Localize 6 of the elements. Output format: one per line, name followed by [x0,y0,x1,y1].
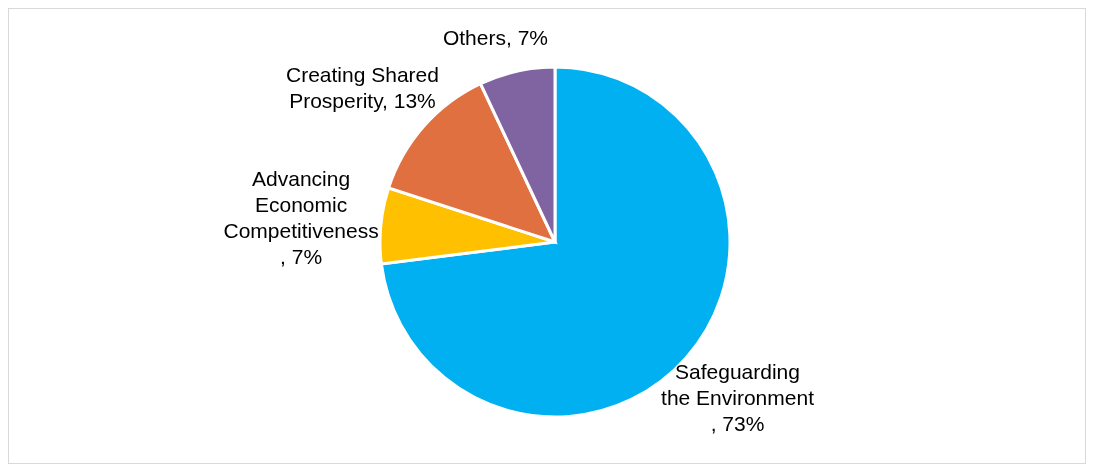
slice-label: Others, 7% [442,26,548,50]
slice-label: Safeguarding the Environment [661,359,815,409]
data-label: , 73% [710,411,765,435]
data-label: , 7% [280,244,323,268]
slice-label: Creating Shared Prosperity, 13% [286,63,439,113]
slice-label: Advancing Economic Competitiveness [223,166,379,242]
